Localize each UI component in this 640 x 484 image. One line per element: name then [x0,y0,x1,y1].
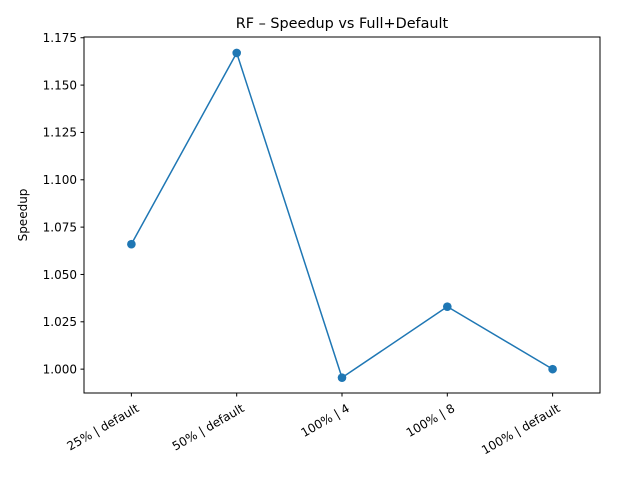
data-point-marker [127,239,136,249]
y-tick-label: 1.125 [43,126,77,140]
y-tick-label: 1.050 [43,268,77,282]
data-point-marker [232,48,241,58]
data-point-marker [548,364,557,374]
y-tick-label: 1.175 [43,31,77,45]
data-point-marker [443,302,452,311]
y-ticks: 1.000 1.025 1.050 1.075 1.100 1.125 1.150 1.175 [43,31,84,376]
data-point-marker [337,373,347,382]
y-tick-label: 1.150 [43,78,77,92]
y-tick-label: 1.100 [43,173,77,187]
y-axis-label: Speedup [16,189,30,242]
y-tick-label: 1.000 [43,362,77,376]
y-tick-label: 1.025 [43,315,77,329]
chart-title: RF – Speedup vs Full+Default [236,16,449,32]
data-series [127,48,557,382]
y-tick-label: 1.075 [43,220,77,234]
